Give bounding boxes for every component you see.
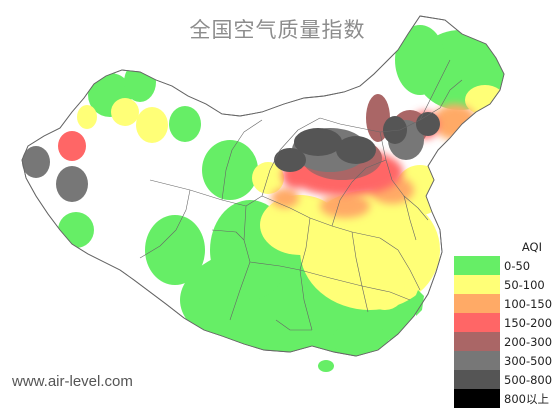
legend-label: 100-150 — [504, 296, 553, 311]
map-title: 全国空气质量指数 — [189, 18, 366, 42]
zone-severe — [274, 112, 440, 172]
legend-label: 200-300 — [504, 334, 553, 349]
legend-item: 300-500 — [454, 351, 552, 370]
station-west-1 — [58, 131, 86, 161]
legend-title: AQI — [521, 240, 542, 254]
legend-item: 200-300 — [454, 332, 552, 351]
aqi-legend: AQI 0-50 50-100 100-150 150-200 200-300 300-5… — [454, 238, 552, 408]
legend-item: 500-800 — [454, 370, 552, 389]
province-borders — [139, 59, 463, 331]
taiwan-island — [414, 290, 424, 316]
hainan-island — [318, 360, 334, 372]
west-stations — [22, 131, 88, 202]
site-watermark[interactable]: www.air-level.com — [12, 373, 133, 390]
legend-label: 800以上 — [504, 391, 549, 406]
legend-swatch — [454, 313, 500, 332]
legend-item: 0-50 — [454, 256, 552, 275]
station-kashgar — [22, 146, 50, 178]
legend-label: 300-500 — [504, 353, 553, 368]
legend-swatch — [454, 294, 500, 313]
legend-label: 0-50 — [504, 258, 531, 273]
legend-swatch — [454, 389, 500, 408]
legend-swatch — [454, 351, 500, 370]
legend-swatch — [454, 370, 500, 389]
legend-label: 150-200 — [504, 315, 553, 330]
station-west-2 — [56, 166, 88, 202]
legend-swatch — [454, 275, 500, 294]
legend-item: 150-200 — [454, 313, 552, 332]
legend-label: 50-100 — [504, 277, 545, 292]
legend-swatch — [454, 256, 500, 275]
legend-swatch — [454, 332, 500, 351]
legend-item: 50-100 — [454, 275, 552, 294]
legend-item: 100-150 — [454, 294, 552, 313]
legend-item: 800以上 — [454, 389, 552, 408]
aqi-layer — [58, 25, 504, 356]
legend-label: 500-800 — [504, 372, 553, 387]
